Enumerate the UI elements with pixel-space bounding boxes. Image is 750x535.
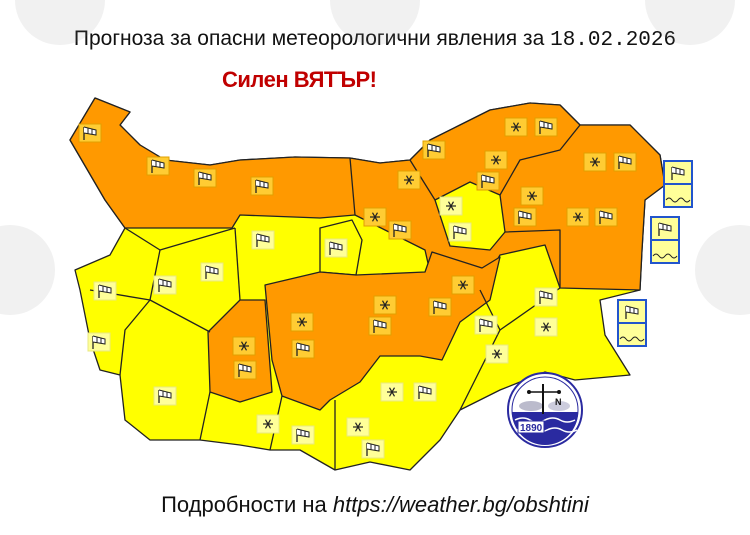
warning-subtitle: Силен ВЯТЪР! — [222, 67, 377, 92]
sea-warning-box — [663, 160, 693, 208]
region-border — [119, 249, 161, 376]
region-border — [199, 391, 211, 441]
snowflake-icon — [484, 150, 508, 170]
windsock-icon — [250, 176, 274, 196]
windsock-icon — [146, 156, 170, 176]
snowflake-icon — [232, 336, 256, 356]
windsock-icon — [153, 386, 177, 406]
region-border — [409, 159, 436, 201]
windsock-icon — [448, 222, 472, 242]
windsock-icon — [361, 439, 385, 459]
windsock-icon — [534, 287, 558, 307]
snowflake-icon — [373, 295, 397, 315]
windsock-icon — [625, 305, 639, 319]
windsock-icon — [87, 332, 111, 352]
logo-year: 1890 — [520, 423, 543, 434]
snowflake-icon — [363, 207, 387, 227]
sea-warning-box — [617, 299, 647, 347]
snowflake-icon — [256, 414, 280, 434]
region-border — [459, 329, 501, 411]
logo-compass: N — [555, 397, 562, 407]
windsock-icon — [193, 168, 217, 188]
windsock-icon — [594, 207, 618, 227]
snowflake-icon — [504, 117, 528, 137]
snowflake-icon — [346, 417, 370, 437]
windsock-icon — [291, 339, 315, 359]
windsock-icon — [388, 220, 412, 240]
region-border — [349, 157, 356, 216]
windsock-icon — [422, 140, 446, 160]
windsock-icon — [93, 281, 117, 301]
windsock-icon — [251, 230, 275, 250]
details-link[interactable]: https://weather.bg/obshtini — [332, 492, 589, 517]
windsock-icon — [476, 171, 500, 191]
region-border — [234, 227, 241, 301]
waves-icon — [665, 197, 691, 203]
logo: N 1890 — [507, 372, 583, 448]
windsock-icon — [428, 297, 452, 317]
windsock-icon — [78, 123, 102, 143]
windsock-icon — [233, 360, 257, 380]
windsock-icon — [613, 152, 637, 172]
snowflake-icon — [520, 186, 544, 206]
windsock-icon — [200, 262, 224, 282]
page-title: Прогноза за опасни метеорологични явлени… — [0, 27, 750, 52]
waves-icon — [652, 253, 678, 259]
snowflake-icon — [583, 152, 607, 172]
forecast-date: 18.02.2026 — [550, 29, 677, 52]
windsock-icon — [671, 166, 685, 180]
snowflake-icon — [485, 344, 509, 364]
windsock-icon — [513, 207, 537, 227]
region-border — [499, 124, 581, 196]
windsock-icon — [368, 316, 392, 336]
snowflake-icon — [380, 382, 404, 402]
footer: Подробности на https://weather.bg/obshti… — [0, 492, 750, 518]
windsock-icon — [474, 315, 498, 335]
snowflake-icon — [397, 170, 421, 190]
waves-icon — [619, 336, 645, 342]
title-text: Прогноза за опасни метеорологични явлени… — [73, 27, 545, 50]
windsock-icon — [413, 382, 437, 402]
snowflake-icon — [566, 207, 590, 227]
windsock-icon — [658, 222, 672, 236]
snowflake-icon — [451, 275, 475, 295]
snowflake-icon — [290, 312, 314, 332]
windsock-icon — [534, 117, 558, 137]
windsock-icon — [153, 275, 177, 295]
region-border — [149, 299, 211, 333]
snowflake-icon — [534, 317, 558, 337]
windsock-icon — [324, 238, 348, 258]
snowflake-icon — [439, 196, 463, 216]
windsock-icon — [291, 425, 315, 445]
footer-text: Подробности на — [161, 492, 327, 517]
sea-warning-box — [650, 216, 680, 264]
region-border — [504, 229, 561, 288]
